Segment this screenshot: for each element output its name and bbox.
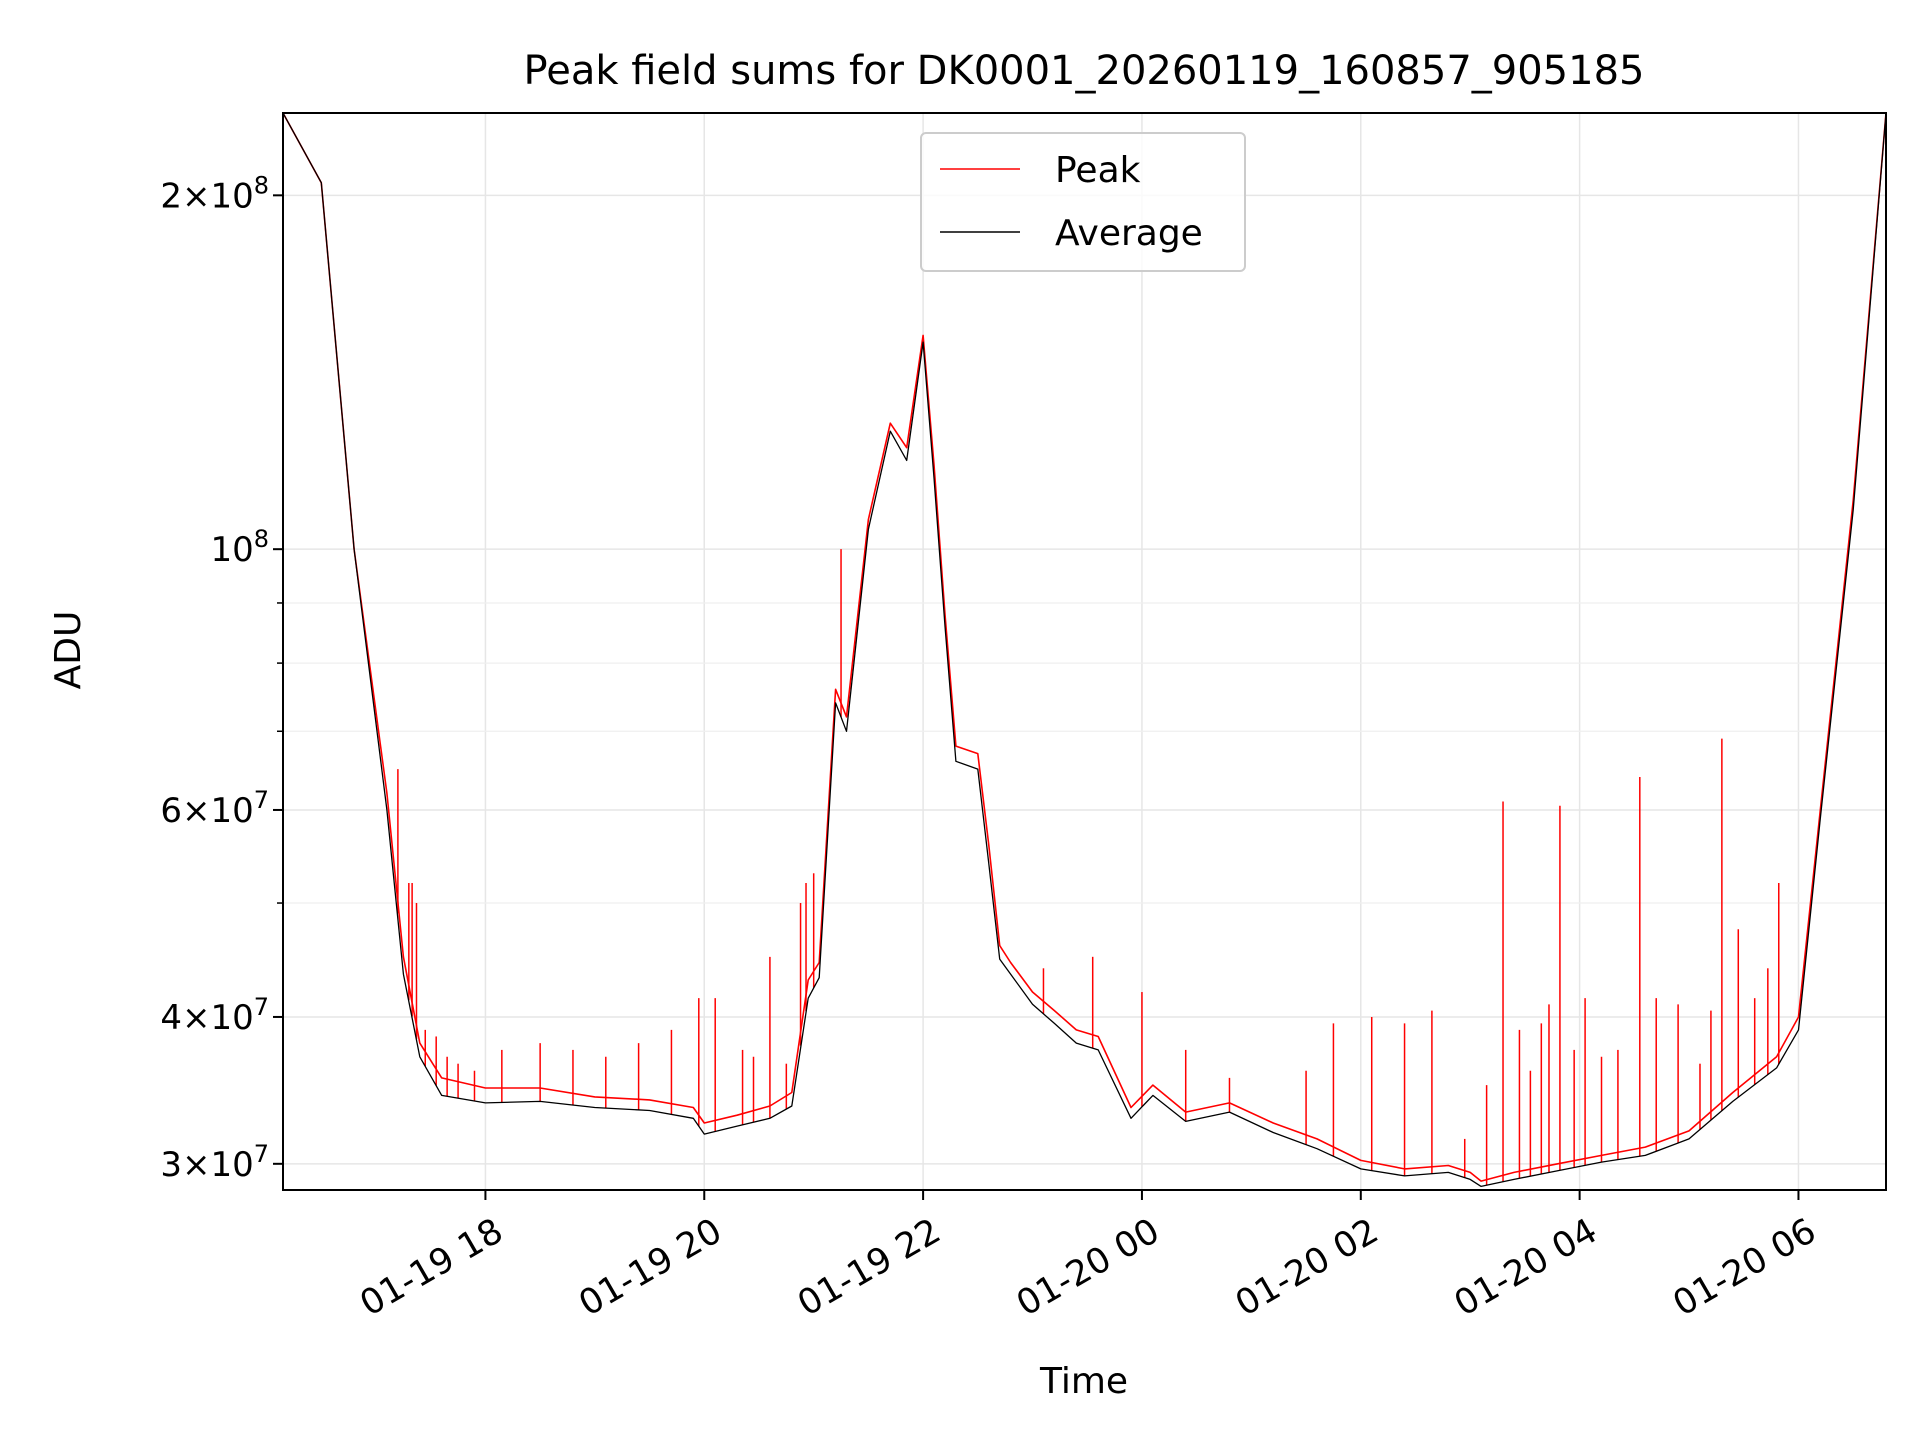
chart-title: Peak field sums for DK0001_20260119_1608… (524, 48, 1645, 94)
y-tick-label: 4×107 (160, 993, 269, 1038)
legend: Peak Average (920, 132, 1246, 272)
series-layer (283, 113, 1886, 1188)
series-group (283, 113, 1886, 1188)
average-series-line (283, 113, 1886, 1188)
x-axis-label: Time (1039, 1361, 1128, 1402)
y-axis-label: ADU (48, 611, 89, 690)
grid-layer (283, 113, 1886, 1190)
peak-series-line (283, 113, 1886, 1182)
legend-box (920, 132, 1246, 272)
legend-average-label: Average (1055, 213, 1203, 254)
y-tick-label: 108 (210, 525, 269, 570)
y-tick-label: 3×107 (160, 1140, 269, 1185)
y-tick-label: 2×108 (160, 171, 269, 216)
y-tick-label: 6×107 (160, 786, 269, 831)
legend-peak-label: Peak (1055, 150, 1141, 191)
plot-frame (282, 112, 1887, 1191)
